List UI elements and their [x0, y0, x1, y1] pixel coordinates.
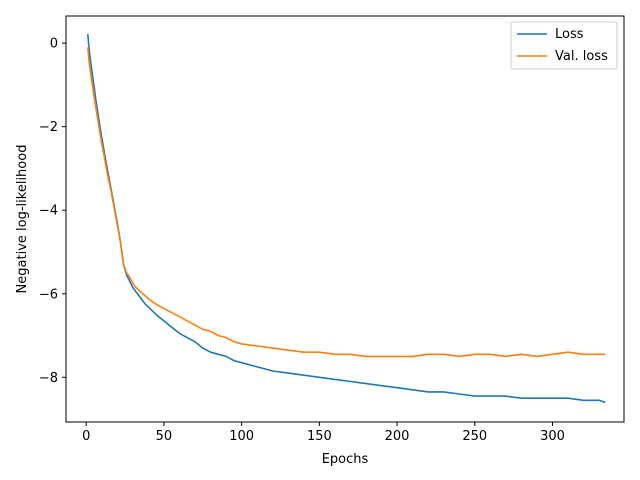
x-tick-label: 300	[540, 429, 565, 444]
legend: Loss Val. loss	[510, 21, 618, 70]
legend-label-val-loss: Val. loss	[555, 49, 608, 64]
x-axis-label: Epochs	[322, 452, 369, 467]
y-tick-label: −2	[39, 120, 58, 135]
series-layer	[87, 33, 606, 404]
series-line-loss	[87, 33, 606, 404]
legend-label-loss: Loss	[555, 27, 584, 42]
y-tick-label: 0	[50, 37, 58, 52]
x-tick-label: 250	[462, 429, 487, 444]
y-tick-label: −4	[39, 204, 58, 219]
x-tick-label: 150	[307, 429, 332, 444]
series-line-val-loss	[87, 47, 606, 358]
y-axis-label: Negative log-likelihood	[15, 145, 30, 294]
plot-frame	[65, 15, 625, 423]
y-tick-label: −6	[39, 287, 58, 302]
x-tick-label: 200	[385, 429, 410, 444]
y-tick-label: −8	[39, 371, 58, 386]
x-tick-label: 100	[229, 429, 254, 444]
y-axis: 0 −2 −4 −6 −8	[39, 37, 66, 386]
x-tick-label: 0	[82, 429, 90, 444]
x-tick-label: 50	[156, 429, 173, 444]
x-axis: 0 50 100 150 200 250 300	[82, 422, 565, 444]
